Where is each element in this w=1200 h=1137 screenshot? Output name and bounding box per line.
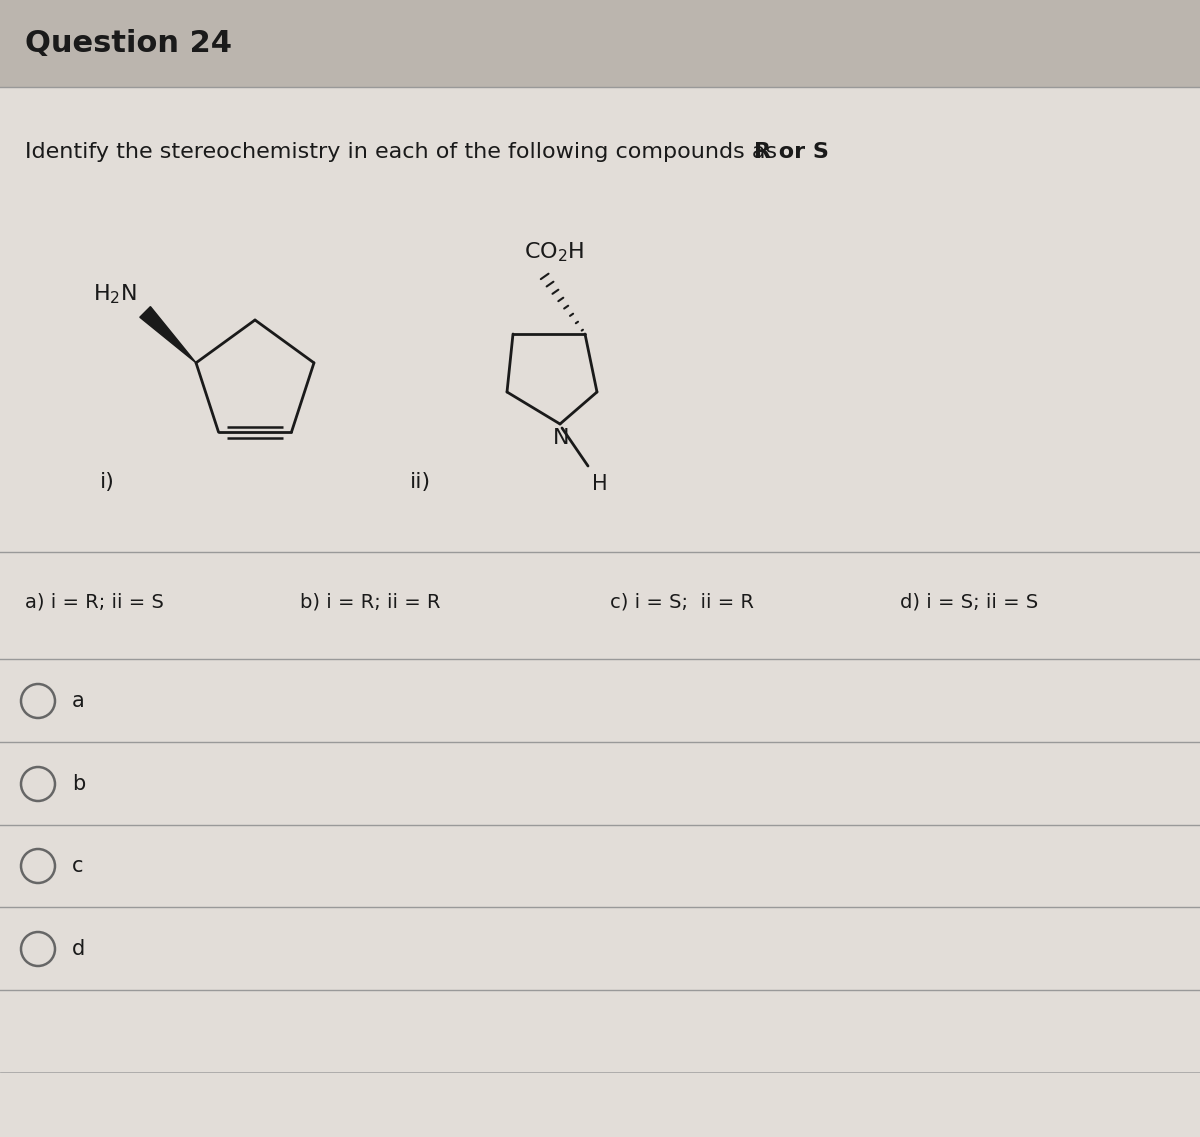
Text: a: a — [72, 691, 85, 711]
Text: ii): ii) — [410, 472, 431, 492]
Polygon shape — [140, 307, 196, 363]
Text: CO$_2$H: CO$_2$H — [524, 241, 584, 265]
Text: i): i) — [100, 472, 115, 492]
Text: Question 24: Question 24 — [25, 30, 232, 58]
Text: d) i = S; ii = S: d) i = S; ii = S — [900, 592, 1038, 612]
Text: R or S: R or S — [754, 142, 829, 161]
Text: N: N — [553, 428, 569, 448]
FancyBboxPatch shape — [0, 0, 1200, 88]
Text: H: H — [592, 474, 607, 493]
Text: b) i = R; ii = R: b) i = R; ii = R — [300, 592, 440, 612]
FancyBboxPatch shape — [0, 88, 1200, 1137]
Text: d: d — [72, 939, 85, 958]
Text: c) i = S;  ii = R: c) i = S; ii = R — [610, 592, 754, 612]
Text: a) i = R; ii = S: a) i = R; ii = S — [25, 592, 164, 612]
Text: c: c — [72, 856, 84, 875]
Text: b: b — [72, 774, 85, 794]
Text: Identify the stereochemistry in each of the following compounds as: Identify the stereochemistry in each of … — [25, 142, 785, 161]
Text: H$_2$N: H$_2$N — [94, 282, 137, 306]
